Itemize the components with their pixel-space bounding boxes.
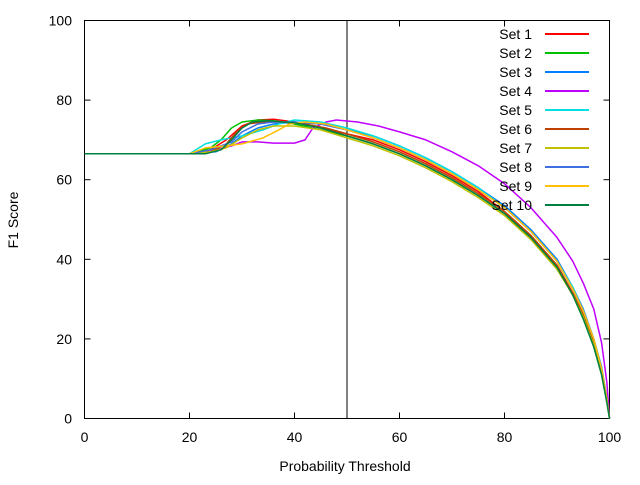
series-line-set-6 [84, 121, 611, 419]
legend-label: Set 9 [499, 178, 532, 194]
y-tick-label: 80 [56, 92, 72, 108]
x-axis-label: Probability Threshold [279, 458, 410, 474]
x-tick-label: 100 [598, 429, 622, 445]
legend-label: Set 1 [499, 26, 532, 42]
y-axis-label: F1 Score [5, 191, 21, 248]
legend-label: Set 2 [499, 45, 532, 61]
series-line-set-10 [84, 120, 611, 419]
x-tick-label: 0 [81, 429, 89, 445]
legend-label: Set 5 [499, 102, 532, 118]
y-tick-label: 20 [56, 331, 72, 347]
legend-label: Set 7 [499, 140, 532, 156]
legend-label: Set 6 [499, 121, 532, 137]
series-line-set-9 [84, 121, 611, 419]
legend-label: Set 4 [499, 83, 532, 99]
x-tick-label: 40 [287, 429, 303, 445]
y-tick-label: 100 [49, 13, 73, 29]
x-tick-label: 80 [497, 429, 513, 445]
x-tick-label: 60 [392, 429, 408, 445]
legend-label: Set 3 [499, 64, 532, 80]
x-tick-label: 20 [182, 429, 198, 445]
legend-label: Set 10 [492, 197, 533, 213]
y-tick-label: 0 [64, 411, 72, 427]
y-tick-label: 40 [56, 251, 72, 267]
legend-label: Set 8 [499, 159, 532, 175]
y-tick-label: 60 [56, 172, 72, 188]
